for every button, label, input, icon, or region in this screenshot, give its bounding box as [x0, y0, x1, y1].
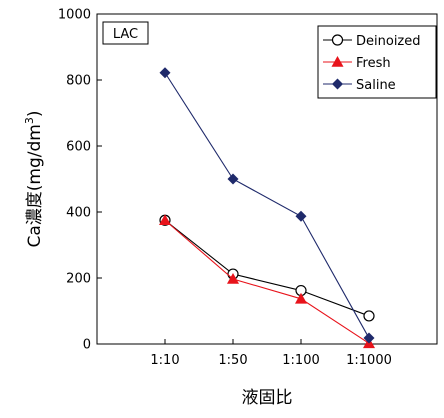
plot-frame	[96, 13, 438, 345]
series-fresh	[159, 214, 375, 349]
legend-label: Saline	[356, 78, 396, 93]
y-tick-label: 200	[66, 272, 91, 287]
series-line	[164, 219, 370, 344]
y-tick-label: 800	[66, 74, 91, 89]
legend-marker	[331, 34, 344, 46]
x-tick-label: 1:100	[282, 353, 319, 368]
y-axis-title-close: )	[25, 111, 45, 118]
legend-marker	[332, 78, 343, 90]
y-tick-label: 0	[83, 338, 91, 353]
data-point	[363, 310, 375, 322]
series-saline	[159, 67, 375, 344]
series-layer	[159, 67, 375, 349]
legend-item: Deinoized	[323, 34, 421, 49]
legend-marker	[331, 56, 344, 67]
y-tick-label: 600	[66, 140, 91, 155]
series-deinoized	[159, 214, 375, 322]
data-point	[295, 292, 307, 304]
legend: Deinoized Fresh Saline	[317, 25, 437, 99]
data-point	[227, 173, 239, 185]
badge-box	[102, 21, 149, 45]
x-axis-title: 液固比	[242, 388, 293, 408]
badge-label: LAC	[113, 27, 138, 42]
series-line	[164, 219, 370, 317]
y-axis-title-text: Ca濃度(mg/dm	[25, 124, 45, 247]
series-line	[164, 72, 370, 339]
y-axis-title: Ca濃度(mg/dm3)	[23, 111, 45, 248]
y-tick-label: 1000	[58, 8, 91, 23]
x-tick-label: 1:1000	[346, 353, 392, 368]
y-axis: 0 200 400 600 800 1000	[58, 8, 102, 353]
x-tick-label: 1:50	[218, 353, 247, 368]
legend-item: Saline	[323, 78, 396, 93]
y-tick-label: 400	[66, 206, 91, 221]
data-point	[295, 210, 307, 222]
data-point	[363, 332, 375, 344]
legend-label: Deinoized	[356, 34, 421, 49]
x-tick-label: 1:10	[150, 353, 179, 368]
data-point	[159, 67, 171, 79]
y-axis-title-sup: 3	[23, 117, 36, 124]
x-axis: 1:10 1:50 1:100 1:1000	[150, 339, 392, 368]
legend-label: Fresh	[356, 56, 391, 71]
data-point	[227, 272, 239, 284]
data-point	[159, 214, 171, 226]
legend-item: Fresh	[323, 56, 391, 71]
badge: LAC	[102, 21, 149, 45]
